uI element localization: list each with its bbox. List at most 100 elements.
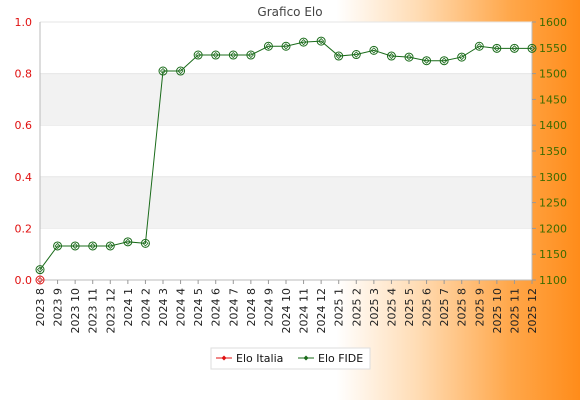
grid-band [40, 73, 532, 126]
y-right-tick-label: 1400 [539, 119, 567, 132]
data-point-elo-fide [334, 51, 344, 61]
data-point-elo-fide [53, 241, 63, 251]
data-point-elo-fide [123, 237, 133, 247]
x-tick-label: 2025 2 [350, 288, 363, 327]
data-marker-elo-fide [458, 54, 465, 61]
grid-band [40, 176, 532, 229]
y-left-tick-label: 0.2 [15, 222, 33, 235]
data-marker-elo-fide [195, 51, 202, 59]
data-point-elo-fide [509, 43, 519, 53]
y-left-tick-label: 0.8 [15, 68, 33, 81]
data-marker-elo-fide [300, 39, 307, 46]
data-marker-elo-fide [265, 43, 272, 50]
x-tick-label: 2025 11 [508, 288, 521, 334]
series-layer [35, 36, 537, 285]
data-marker-elo-fide [441, 57, 448, 64]
data-marker-elo-fide [423, 57, 430, 64]
x-tick-label: 2025 3 [368, 288, 381, 327]
data-marker-elo-fide [335, 52, 342, 60]
x-tick-label: 2024 9 [262, 288, 275, 327]
data-marker-elo-fide [177, 67, 184, 75]
data-marker-elo-fide [493, 45, 500, 52]
data-marker-elo-fide [230, 51, 237, 59]
data-marker-elo-fide [353, 51, 360, 58]
data-marker-elo-italia [36, 276, 44, 284]
data-marker-elo-fide [124, 238, 131, 245]
data-point-elo-fide [35, 265, 45, 275]
y-right-tick-label: 1600 [539, 16, 567, 29]
y-right-tick-label: 1200 [539, 222, 567, 235]
data-point-elo-fide [193, 50, 203, 60]
data-marker-elo-fide [142, 240, 149, 247]
legend-marker-elo-italia [221, 355, 227, 361]
data-point-elo-fide [246, 50, 256, 60]
legend: Elo Italia Elo FIDE [210, 347, 371, 370]
data-point-elo-fide [299, 37, 309, 47]
x-tick-label: 2024 8 [245, 288, 258, 327]
y-right-tick-label: 1500 [539, 68, 567, 81]
data-point-elo-fide [158, 66, 168, 76]
x-tick-label: 2024 12 [315, 288, 328, 334]
data-point-elo-fide [492, 43, 502, 53]
data-marker-elo-fide [476, 43, 483, 50]
data-point-elo-fide [263, 41, 273, 51]
data-marker-elo-fide [36, 266, 44, 273]
data-point-elo-fide [369, 45, 379, 55]
x-tick-label: 2025 4 [385, 288, 398, 327]
data-marker-elo-fide [318, 38, 325, 45]
data-marker-elo-fide [212, 51, 219, 59]
data-point-elo-fide [105, 241, 115, 251]
data-marker-elo-fide [54, 242, 61, 250]
x-tick-label: 2024 2 [139, 288, 152, 327]
x-tick-label: 2023 12 [104, 288, 117, 334]
x-tick-label: 2024 11 [298, 288, 311, 334]
data-point-elo-fide [211, 50, 221, 60]
y-right-tick-label: 1150 [539, 248, 567, 261]
data-marker-elo-fide [282, 43, 290, 50]
x-tick-label: 2023 8 [34, 288, 47, 327]
y-right-tick-label: 1250 [539, 197, 567, 210]
data-marker-elo-fide [528, 45, 536, 52]
x-tick-label: 2025 5 [403, 288, 416, 327]
y-left-tick-label: 1.0 [15, 16, 33, 29]
y-right-tick-label: 1350 [539, 145, 567, 158]
data-point-elo-fide [70, 241, 80, 251]
data-point-elo-fide [474, 41, 484, 51]
data-point-elo-italia [35, 275, 45, 285]
data-point-elo-fide [176, 66, 186, 76]
data-marker-elo-fide [107, 242, 114, 250]
data-point-elo-fide [88, 241, 98, 251]
legend-item-elo-italia: Elo Italia [216, 352, 283, 365]
data-point-elo-fide [386, 51, 396, 61]
y-left-tick-label: 0.6 [15, 119, 33, 132]
data-marker-elo-fide [247, 51, 254, 59]
x-tick-label: 2024 7 [227, 288, 240, 327]
data-point-elo-fide [527, 43, 537, 53]
x-tick-label: 2024 5 [192, 288, 205, 327]
data-marker-elo-fide [89, 242, 96, 250]
data-point-elo-fide [316, 36, 326, 46]
legend-box [210, 347, 371, 370]
plot-area [40, 22, 532, 280]
data-marker-elo-fide [405, 54, 413, 61]
x-tick-label: 2025 9 [473, 288, 486, 327]
x-tick-label: 2024 3 [157, 288, 170, 327]
data-point-elo-fide [404, 52, 414, 62]
data-point-elo-fide [228, 50, 238, 60]
x-tick-label: 2025 1 [333, 288, 346, 327]
x-tick-label: 2025 12 [526, 288, 539, 334]
data-point-elo-fide [351, 50, 361, 60]
chart-title: Grafico Elo [257, 5, 322, 19]
series-line-elo-fide [39, 40, 532, 270]
y-left-tick-label: 0.4 [15, 171, 33, 184]
data-marker-elo-fide [72, 242, 79, 250]
y-right-tick-label: 1450 [539, 93, 567, 106]
data-marker-elo-fide [511, 45, 518, 52]
legend-label-elo-italia: Elo Italia [236, 352, 283, 365]
y-right-tick-label: 1100 [539, 274, 567, 287]
data-point-elo-fide [439, 56, 449, 66]
y-right-tick-label: 1300 [539, 171, 567, 184]
y-left-tick-label: 0.0 [15, 274, 33, 287]
